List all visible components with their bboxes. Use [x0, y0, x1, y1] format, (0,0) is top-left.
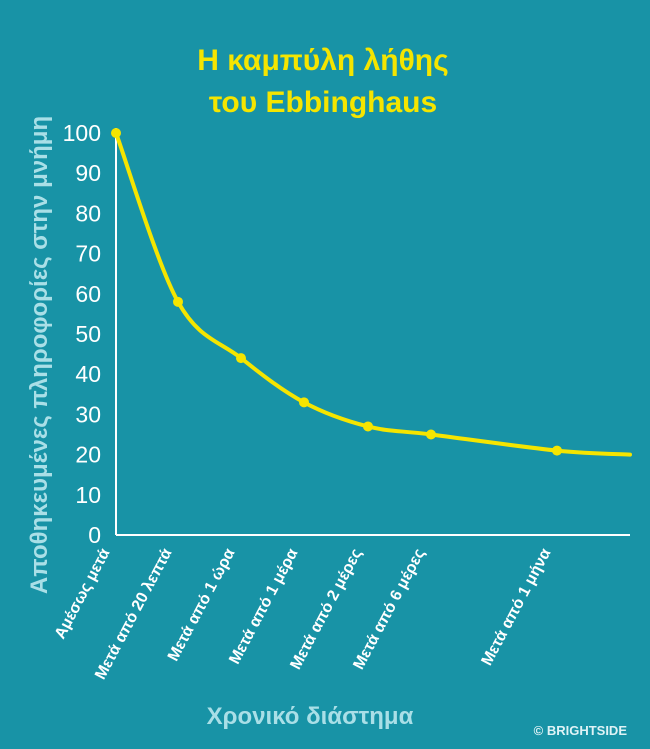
y-axis-label: Αποθηκευμένες πληροφορίες στην μνήμη [26, 116, 53, 594]
curve-point [236, 353, 246, 364]
y-tick-label: 90 [75, 160, 101, 186]
x-tick-label: Μετά από 2 μέρες [287, 546, 365, 673]
curve-point [173, 296, 183, 307]
curve-point [363, 421, 373, 432]
chart-title-line-2: του Ebbinghaus [209, 86, 437, 119]
chart-title-line-1: Η καμπύλη λήθης [197, 44, 448, 77]
y-tick-label: 0 [88, 522, 101, 548]
y-tick-label: 60 [75, 281, 101, 307]
y-axis-ticks: 0 10 20 30 40 50 60 70 80 90 100 [63, 120, 101, 548]
y-tick-label: 80 [75, 200, 101, 226]
y-tick-label: 30 [75, 401, 101, 427]
brightside-credit: © BRIGHTSIDE [534, 723, 628, 738]
y-tick-label: 10 [75, 482, 101, 508]
curve-points [111, 128, 562, 456]
y-tick-label: 20 [75, 442, 101, 468]
x-tick-label: Μετά από 1 μέρα [226, 546, 301, 667]
chart-title: Η καμπύλη λήθης του Ebbinghaus [197, 44, 448, 119]
x-tick-label: Μετά από 1 ώρα [165, 546, 239, 664]
y-tick-label: 70 [75, 241, 101, 267]
curve-point [552, 445, 562, 456]
curve-point [299, 397, 309, 408]
x-tick-label: Μετά από 6 μέρες [350, 546, 428, 673]
x-tick-label: Μετά από 1 μήνα [479, 546, 555, 669]
y-tick-label: 100 [63, 120, 101, 146]
y-tick-label: 40 [75, 361, 101, 387]
forgetting-curve-line [114, 131, 632, 457]
curve-point [111, 128, 121, 138]
y-tick-label: 50 [75, 321, 101, 347]
x-tick-label: Αμέσως μετά [52, 546, 114, 642]
curve-point [426, 429, 436, 440]
x-axis-label: Χρονικό διάστημα [207, 703, 414, 730]
